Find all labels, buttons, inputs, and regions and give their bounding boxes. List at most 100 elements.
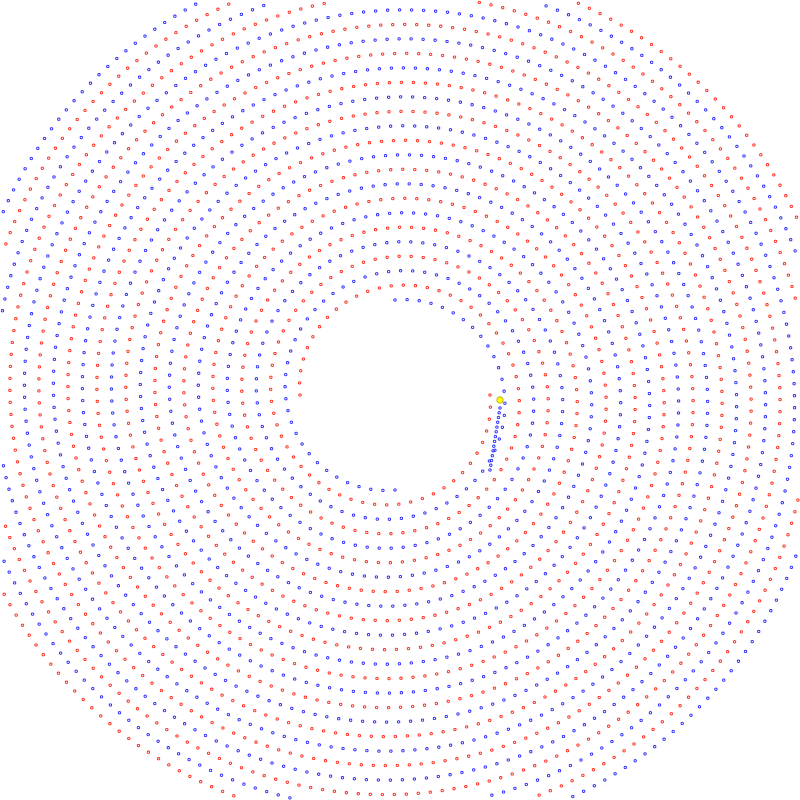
spiral-dot <box>586 737 591 741</box>
spiral-dot <box>659 68 663 72</box>
spiral-dot <box>133 238 137 242</box>
spiral-dot <box>210 687 214 691</box>
spiral-dot <box>84 587 88 591</box>
spiral-dot <box>334 307 338 311</box>
spiral-dot <box>792 394 797 398</box>
spiral-dot <box>673 645 678 649</box>
spiral-dot <box>568 352 572 356</box>
spiral-dot <box>133 41 137 45</box>
spiral-dot <box>283 136 287 140</box>
spiral-dot <box>784 194 788 198</box>
spiral-dot <box>49 586 53 591</box>
spiral-dot <box>401 749 405 753</box>
spiral-dot <box>442 641 446 645</box>
spiral-dot <box>701 581 705 585</box>
spiral-dot <box>743 469 747 473</box>
spiral-dot <box>192 281 196 285</box>
spiral-dot <box>339 569 343 574</box>
spiral-dot <box>561 42 565 46</box>
spiral-dot <box>329 275 333 280</box>
spiral-dot <box>713 522 717 526</box>
spiral-dot <box>709 597 713 601</box>
spiral-dot <box>27 443 31 447</box>
spiral-dot <box>410 95 415 99</box>
spiral-dot <box>638 332 642 336</box>
spiral-dot <box>314 201 318 205</box>
spiral-dot <box>623 765 627 770</box>
spiral-dot <box>457 41 461 45</box>
spiral-dot <box>395 763 399 768</box>
spiral-dot <box>104 458 109 463</box>
spiral-dot <box>459 298 463 303</box>
spiral-dot <box>711 668 715 673</box>
spiral-dot <box>198 407 202 411</box>
spiral-dot <box>535 16 539 20</box>
spiral-dot <box>294 308 298 312</box>
spiral-dot <box>631 431 636 436</box>
spiral-dot <box>128 575 133 580</box>
spiral-dot <box>490 640 495 644</box>
spiral-dot <box>129 123 133 127</box>
spiral-dot <box>123 226 127 230</box>
spiral-dot <box>317 265 322 270</box>
spiral-dot <box>265 789 269 794</box>
spiral-dot <box>74 456 78 460</box>
spiral-dot <box>723 203 727 208</box>
spiral-dot <box>259 727 264 731</box>
spiral-dot <box>282 120 286 124</box>
spiral-dot <box>727 621 732 625</box>
spiral-dot <box>120 203 124 207</box>
spiral-dot <box>37 389 41 393</box>
spiral-dot <box>41 653 45 657</box>
spiral-dot <box>81 398 85 403</box>
spiral-dot <box>409 240 413 244</box>
spiral-dot <box>577 17 582 22</box>
spiral-dot <box>511 69 515 73</box>
spiral-dot <box>117 729 121 733</box>
spiral-dot <box>566 459 570 463</box>
spiral-dot <box>205 442 209 447</box>
spiral-dot <box>478 313 483 317</box>
spiral-dot <box>323 759 328 763</box>
spiral-dot <box>597 348 601 352</box>
spiral-dot <box>59 310 64 314</box>
spiral-dot <box>293 677 297 681</box>
spiral-dot <box>296 38 300 42</box>
spiral-dot <box>574 423 578 428</box>
spiral-dot <box>137 468 142 472</box>
spiral-dot <box>142 430 147 434</box>
spiral-dot <box>165 675 169 679</box>
spiral-dot <box>239 506 243 510</box>
spiral-dot <box>111 247 116 251</box>
spiral-dot <box>449 69 453 73</box>
spiral-dot <box>4 242 8 246</box>
spiral-dot <box>251 153 255 157</box>
spiral-dot <box>525 655 530 659</box>
spiral-dot <box>511 363 515 367</box>
spiral-dot <box>537 317 542 322</box>
spiral-dot <box>514 645 518 649</box>
spiral-dot <box>493 670 497 675</box>
spiral-dot <box>207 557 211 561</box>
spiral-dot <box>493 19 497 23</box>
spiral-dot <box>786 533 790 537</box>
spiral-dot <box>90 571 95 575</box>
spiral-dot <box>426 629 430 634</box>
spiral-dot <box>43 576 47 580</box>
spiral-dot <box>333 58 337 63</box>
spiral-dot <box>723 268 727 273</box>
spiral-dot <box>60 546 64 550</box>
spiral-dot <box>506 527 511 531</box>
spiral-dot <box>80 479 84 483</box>
spiral-dot <box>630 157 634 161</box>
spiral-dot <box>396 720 401 724</box>
spiral-dot <box>571 794 575 799</box>
spiral-dot <box>120 504 124 508</box>
spiral-dot <box>657 210 662 215</box>
spiral-dot <box>776 287 780 291</box>
spiral-dot <box>109 514 113 519</box>
spiral-dot <box>275 717 279 721</box>
spiral-dot <box>342 629 347 634</box>
spiral-dot <box>23 198 27 202</box>
spiral-dot <box>566 13 571 17</box>
